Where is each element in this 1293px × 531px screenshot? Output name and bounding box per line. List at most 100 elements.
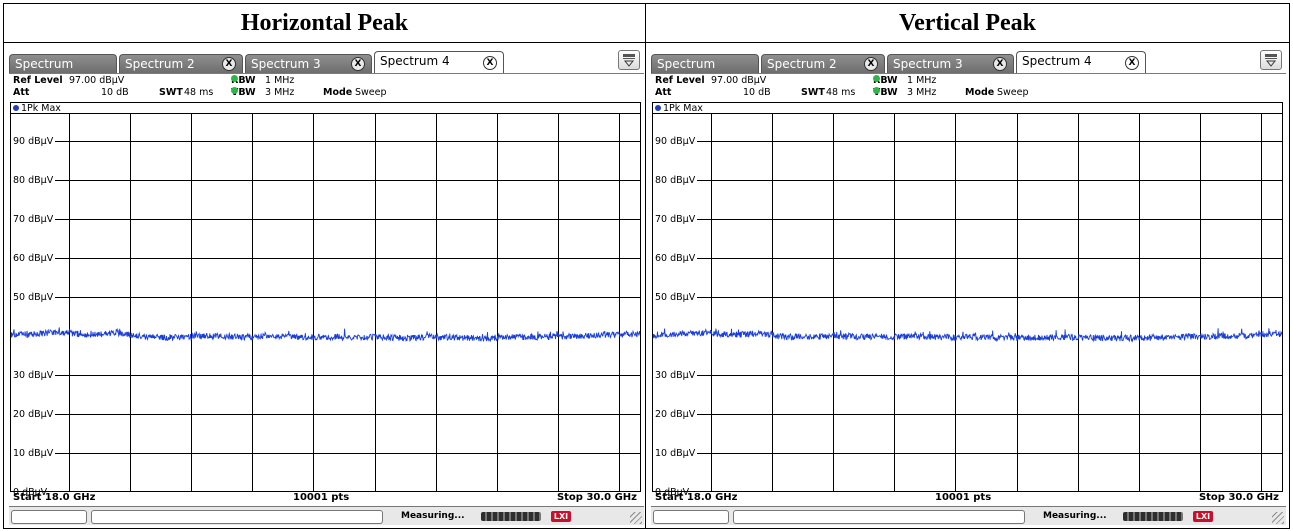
vbw-label: VBW bbox=[873, 87, 898, 99]
tab-underline bbox=[9, 73, 644, 74]
y-tick-label: 80 dBµV bbox=[13, 174, 54, 186]
trace-dot-icon bbox=[655, 105, 661, 111]
start-frequency: Start 18.0 GHz bbox=[655, 492, 738, 503]
y-tick-label: 20 dBµV bbox=[13, 408, 54, 420]
ref-level-value: 97.00 dBµV bbox=[711, 75, 766, 87]
report-table-frame bbox=[3, 3, 1290, 529]
rbw-value: 1 MHz bbox=[265, 75, 294, 87]
tab-label: Spectrum bbox=[657, 57, 716, 71]
start-frequency: Start 18.0 GHz bbox=[13, 492, 96, 503]
spectrum-plot bbox=[653, 114, 1282, 492]
y-tick-label: 10 dBµV bbox=[13, 447, 54, 459]
tab-spectrum-4[interactable]: Spectrum 4 X bbox=[1016, 51, 1146, 74]
rbw-value: 1 MHz bbox=[907, 75, 936, 87]
att-label-text: Att bbox=[655, 87, 672, 98]
vbw-value-text: 3 MHz bbox=[907, 87, 937, 98]
ref-level-value-text: 97.00 dBµV bbox=[69, 75, 125, 86]
trace-1pk-max bbox=[653, 328, 1282, 343]
measurement-settings: Ref Level 97.00 dBµV Att 10 dB SWT 48 ms RBW 1 … bbox=[9, 74, 644, 101]
tab-spectrum-3[interactable]: Spectrum 3 X bbox=[887, 54, 1014, 74]
mode-label: Mode bbox=[965, 87, 994, 99]
vbw-value: 3 MHz bbox=[907, 87, 936, 99]
ref-level-value: 97.00 dBµV bbox=[69, 75, 124, 87]
status-dot-icon bbox=[873, 87, 880, 94]
y-tick-label: 50 dBµV bbox=[13, 291, 54, 303]
spectrum-plot bbox=[11, 114, 640, 492]
status-field-2[interactable] bbox=[91, 510, 383, 524]
stop-frequency: Stop 30.0 GHz bbox=[1198, 492, 1279, 503]
header-divider bbox=[3, 42, 1290, 43]
close-icon[interactable]: X bbox=[993, 57, 1007, 71]
column-divider bbox=[645, 3, 646, 529]
progress-bar bbox=[481, 512, 541, 521]
y-tick-label: 60 dBµV bbox=[13, 252, 54, 264]
mode-value-text: Sweep bbox=[997, 87, 1029, 98]
rbw-label-text: RBW bbox=[873, 75, 898, 86]
ref-level-label-text: Ref Level bbox=[655, 75, 705, 86]
tab-label: Spectrum 4 bbox=[1022, 54, 1092, 68]
close-icon[interactable]: X bbox=[483, 56, 497, 70]
att-value: 10 dB bbox=[743, 87, 771, 99]
y-tick-label: 30 dBµV bbox=[655, 369, 696, 381]
frequency-span-row: Start 18.0 GHz 10001 pts Stop 30.0 GHz bbox=[652, 492, 1283, 504]
close-icon[interactable]: X bbox=[864, 57, 878, 71]
measuring-status: Measuring... bbox=[401, 511, 465, 521]
menu-overflow-icon[interactable] bbox=[1260, 50, 1282, 70]
y-tick-label: 70 dBµV bbox=[655, 213, 696, 225]
ref-level-value-text: 97.00 dBµV bbox=[711, 75, 767, 86]
rbw-value-text: 1 MHz bbox=[265, 75, 295, 86]
att-value-text: 10 dB bbox=[743, 87, 771, 98]
mode-label-text: Mode bbox=[323, 87, 353, 98]
tab-label: Spectrum bbox=[15, 57, 74, 71]
att-label: Att bbox=[655, 87, 671, 99]
tab-spectrum-3[interactable]: Spectrum 3 X bbox=[245, 54, 372, 74]
swt-label-text: SWT bbox=[159, 87, 183, 98]
tab-label: Spectrum 3 bbox=[893, 57, 963, 71]
close-icon[interactable]: X bbox=[351, 57, 365, 71]
resize-grip-icon[interactable] bbox=[1272, 512, 1284, 524]
y-tick-label: 30 dBµV bbox=[13, 369, 54, 381]
status-field-1[interactable] bbox=[11, 510, 87, 524]
swt-value: 48 ms bbox=[826, 87, 855, 99]
swt-value-text: 48 ms bbox=[184, 87, 214, 98]
tab-spectrum-4[interactable]: Spectrum 4 X bbox=[374, 51, 504, 74]
resize-grip-icon[interactable] bbox=[630, 512, 642, 524]
analyzer-panel-horizontal: Spectrum Spectrum 2 X Spectrum 3 X Spectrum 4… bbox=[9, 46, 644, 525]
menu-overflow-icon[interactable] bbox=[618, 50, 640, 70]
status-dot-icon bbox=[231, 87, 238, 94]
swt-label: SWT bbox=[801, 87, 825, 99]
swt-value: 48 ms bbox=[184, 87, 213, 99]
tab-spectrum-2[interactable]: Spectrum 2 X bbox=[119, 54, 243, 74]
measuring-status: Measuring... bbox=[1043, 511, 1107, 521]
y-tick-label: 0 dBµV bbox=[13, 486, 48, 498]
mode-value-text: Sweep bbox=[355, 87, 387, 98]
trace-label: 1Pk Max bbox=[11, 103, 640, 114]
tab-label: Spectrum 3 bbox=[251, 57, 321, 71]
y-tick-label: 20 dBµV bbox=[655, 408, 696, 420]
ref-level-label: Ref Level bbox=[13, 75, 63, 87]
progress-bar bbox=[1123, 512, 1183, 521]
caption-horizontal: Horizontal Peak bbox=[240, 10, 409, 36]
tab-spectrum[interactable]: Spectrum bbox=[651, 54, 759, 74]
att-label-text: Att bbox=[13, 87, 30, 98]
graph-window: 1Pk Max 90 dBµV 80 dBµV 70 dBµV 60 dBµV 50 dB… bbox=[652, 102, 1283, 498]
status-dot-icon bbox=[231, 75, 238, 82]
att-value-text: 10 dB bbox=[101, 87, 129, 98]
vbw-label: VBW bbox=[231, 87, 256, 99]
status-field-1[interactable] bbox=[653, 510, 729, 524]
tab-label: Spectrum 2 bbox=[125, 57, 195, 71]
close-icon[interactable]: X bbox=[1125, 56, 1139, 70]
measurement-settings: Ref Level 97.00 dBµV Att 10 dB SWT 48 ms RBW 1 … bbox=[651, 74, 1286, 101]
att-value: 10 dB bbox=[101, 87, 129, 99]
tab-spectrum-2[interactable]: Spectrum 2 X bbox=[761, 54, 885, 74]
trace-dot-icon bbox=[13, 105, 19, 111]
status-field-2[interactable] bbox=[733, 510, 1025, 524]
close-icon[interactable]: X bbox=[222, 57, 236, 71]
swt-label-text: SWT bbox=[801, 87, 825, 98]
sweep-points: 10001 pts bbox=[935, 492, 992, 503]
y-tick-label: 50 dBµV bbox=[655, 291, 696, 303]
tab-spectrum[interactable]: Spectrum bbox=[9, 54, 117, 74]
tab-bar: Spectrum Spectrum 2 X Spectrum 3 X Spectrum 4… bbox=[9, 46, 644, 74]
frequency-span-row: Start 18.0 GHz 10001 pts Stop 30.0 GHz bbox=[10, 492, 641, 504]
caption-vertical: Vertical Peak bbox=[898, 10, 1037, 36]
